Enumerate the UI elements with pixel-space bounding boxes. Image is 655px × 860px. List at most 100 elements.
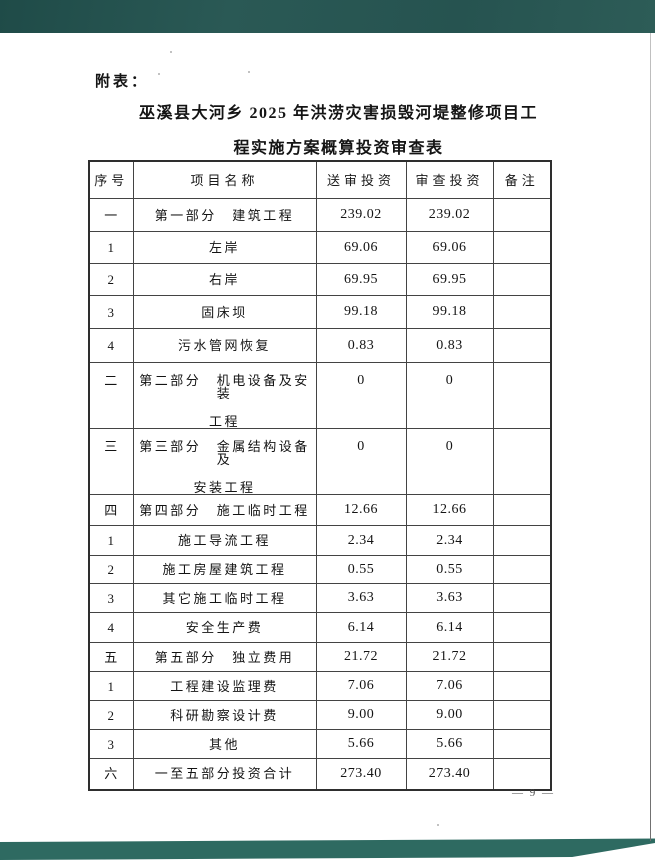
remark-cell xyxy=(492,729,552,759)
submitted-investment-cell: 239.02 xyxy=(315,198,407,232)
project-name-cell: 第三部分 金属结构设备及 安装工程 xyxy=(132,428,317,495)
project-name-line1: 固床坝 xyxy=(201,304,248,320)
serial-cell: 五 xyxy=(88,642,134,672)
serial-cell: 4 xyxy=(88,328,134,363)
table-row: 二第二部分 机电设备及安装 工程 0 0 xyxy=(88,362,552,429)
table-row: 4 安全生产费 6.14 6.14 xyxy=(88,612,552,643)
reviewed-investment-cell: 0.55 xyxy=(405,555,494,584)
submitted-investment-cell: 2.34 xyxy=(315,525,407,556)
project-name-cell: 施工导流工程 xyxy=(132,525,317,556)
remark-cell xyxy=(492,700,552,730)
project-name-line1: 第一部分 建筑工程 xyxy=(154,207,295,223)
remark-cell xyxy=(492,758,552,790)
submitted-investment-cell: 0.83 xyxy=(315,328,407,363)
document-title: 巫溪县大河乡 2025 年洪涝灾害损毁河堤整修项目工 程实施方案概算投资审查表 xyxy=(0,96,655,166)
table-row: 2 右岸 69.95 69.95 xyxy=(88,263,552,296)
project-name-cell: 安全生产费 xyxy=(132,612,317,643)
serial-cell: 二 xyxy=(88,362,134,429)
remark-cell xyxy=(492,295,552,329)
reviewed-investment-cell: 69.06 xyxy=(405,231,494,264)
project-name-line1: 施工房屋建筑工程 xyxy=(162,562,287,577)
serial-cell: 六 xyxy=(88,758,134,790)
table-header-row: 序号 项目名称 送审投资 审查投资 备注 xyxy=(88,160,552,199)
remark-cell xyxy=(492,263,552,296)
remark-cell xyxy=(492,494,552,526)
table-row: 四第四部分 施工临时工程 12.66 12.66 xyxy=(88,494,552,526)
table-row: 五 第五部分 独立费用 21.72 21.72 xyxy=(88,642,552,672)
reviewed-investment-cell: 12.66 xyxy=(405,494,494,526)
col-header-project-name: 项目名称 xyxy=(132,160,317,199)
scan-speck xyxy=(158,73,160,75)
scan-speck xyxy=(170,51,172,53)
project-name-line1: 右岸 xyxy=(208,272,240,287)
reviewed-investment-cell: 0.83 xyxy=(405,328,494,363)
remark-cell xyxy=(492,671,552,701)
table-row: 三第三部分 金属结构设备及 安装工程 0 0 xyxy=(88,428,552,495)
submitted-investment-cell: 69.95 xyxy=(315,263,407,296)
serial-cell: 2 xyxy=(88,555,134,584)
table-row: 六 一至五部分投资合计 273.40 273.40 xyxy=(88,758,552,790)
document-title-line1: 巫溪县大河乡 2025 年洪涝灾害损毁河堤整修项目工 xyxy=(138,105,538,122)
serial-cell: 3 xyxy=(88,583,134,613)
remark-cell xyxy=(492,525,552,556)
table-row: 4 污水管网恢复 0.83 0.83 xyxy=(88,328,552,363)
serial-cell: 3 xyxy=(88,729,134,759)
table-row: 一 第一部分 建筑工程 239.02 239.02 xyxy=(88,198,552,232)
project-name-cell: 第四部分 施工临时工程 xyxy=(132,494,317,526)
submitted-investment-cell: 0 xyxy=(315,428,407,495)
submitted-investment-cell: 0 xyxy=(315,362,407,429)
remark-cell xyxy=(492,555,552,584)
table-row: 1 施工导流工程 2.34 2.34 xyxy=(88,525,552,556)
project-name-cell: 第五部分 独立费用 xyxy=(132,642,317,672)
submitted-investment-cell: 6.14 xyxy=(315,612,407,643)
serial-cell: 一 xyxy=(88,198,134,232)
submitted-investment-cell: 273.40 xyxy=(315,758,407,790)
serial-cell: 1 xyxy=(88,231,134,264)
project-name-cell: 污水管网恢复 xyxy=(132,328,317,363)
project-name-line1: 第四部分 施工临时工程 xyxy=(139,502,310,518)
table-row: 2 科研勘察设计费 9.00 9.00 xyxy=(88,700,552,730)
scan-speck xyxy=(437,824,439,826)
reviewed-investment-cell: 9.00 xyxy=(405,700,494,730)
project-name-line1: 科研勘察设计费 xyxy=(170,707,279,723)
scan-edge-line xyxy=(650,33,651,841)
reviewed-investment-cell: 0 xyxy=(405,428,494,495)
remark-cell xyxy=(492,583,552,613)
submitted-investment-cell: 69.06 xyxy=(315,231,407,264)
project-name-line2: 安装工程 xyxy=(193,480,256,495)
reviewed-investment-cell: 273.40 xyxy=(405,758,494,790)
project-name-cell: 固床坝 xyxy=(132,295,317,329)
reviewed-investment-cell: 21.72 xyxy=(405,642,494,672)
remark-cell xyxy=(492,231,552,264)
project-name-cell: 一至五部分投资合计 xyxy=(132,758,317,790)
col-header-reviewed-investment: 审查投资 xyxy=(405,160,494,199)
project-name-line1: 污水管网恢复 xyxy=(177,338,271,353)
remark-cell xyxy=(492,428,552,495)
remark-cell xyxy=(492,198,552,232)
col-header-submitted-investment: 送审投资 xyxy=(315,160,407,199)
serial-cell: 2 xyxy=(88,263,134,296)
scan-speck xyxy=(248,71,250,73)
table-row: 1 左岸 69.06 69.06 xyxy=(88,231,552,264)
table-row: 3 固床坝 99.18 99.18 xyxy=(88,295,552,329)
serial-cell: 1 xyxy=(88,671,134,701)
remark-cell xyxy=(492,328,552,363)
remark-cell xyxy=(492,612,552,643)
project-name-line1: 安全生产费 xyxy=(185,620,264,635)
project-name-line1: 其他 xyxy=(208,736,240,752)
submitted-investment-cell: 99.18 xyxy=(315,295,407,329)
reviewed-investment-cell: 0 xyxy=(405,362,494,429)
project-name-cell: 其它施工临时工程 xyxy=(132,583,317,613)
table-row: 3 其他 5.66 5.66 xyxy=(88,729,552,759)
project-name-cell: 科研勘察设计费 xyxy=(132,700,317,730)
serial-cell: 2 xyxy=(88,700,134,730)
project-name-line1: 施工导流工程 xyxy=(177,533,271,548)
table-body: 一 第一部分 建筑工程 239.02 239.02 1 左岸 69.06 69.06 2 右岸 69… xyxy=(88,198,552,790)
reviewed-investment-cell: 2.34 xyxy=(405,525,494,556)
project-name-line1: 第五部分 独立费用 xyxy=(154,649,295,665)
project-name-cell: 其他 xyxy=(132,729,317,759)
project-name-cell: 第一部分 建筑工程 xyxy=(132,198,317,232)
submitted-investment-cell: 0.55 xyxy=(315,555,407,584)
project-name-line1: 工程建设监理费 xyxy=(170,678,279,694)
submitted-investment-cell: 12.66 xyxy=(315,494,407,526)
